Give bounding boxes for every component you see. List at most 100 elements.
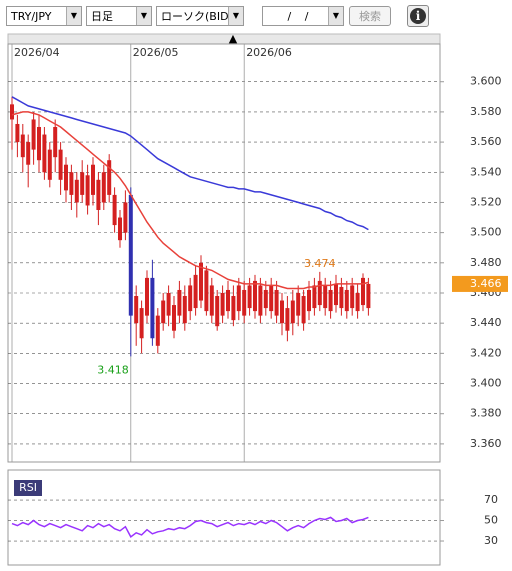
candle-body <box>134 296 139 324</box>
y-tick-label: 3.480 <box>470 256 502 269</box>
candle-body <box>220 292 225 316</box>
candle-body <box>296 292 301 316</box>
candle-body <box>236 285 241 312</box>
candle-body <box>15 123 20 143</box>
period-select[interactable]: 日足 ▼ <box>86 6 152 26</box>
y-tick-label: 70 <box>484 493 498 506</box>
candle-body <box>90 164 95 195</box>
candle-body <box>306 289 311 312</box>
y-tick-label: 3.580 <box>470 105 502 118</box>
info-button[interactable]: i <box>407 5 429 27</box>
dropdown-arrow: ▼ <box>328 7 343 25</box>
y-tick-label: 3.360 <box>470 437 502 450</box>
date: / / <box>287 10 309 23</box>
candle-body <box>198 262 203 301</box>
chart-kind-select[interactable]: ローソク(BID) ▼ <box>156 6 244 26</box>
dropdown-arrow: ▼ <box>66 7 81 25</box>
candle-body <box>215 296 220 327</box>
candle-body <box>279 300 284 324</box>
candle-body <box>47 149 52 180</box>
candle-body <box>69 172 74 195</box>
high-annotation: 3.474 <box>304 257 336 270</box>
candle-body <box>31 119 36 150</box>
candle-body <box>350 285 355 309</box>
candle-body <box>80 172 85 195</box>
candle-body <box>339 286 344 309</box>
candle-body <box>193 274 198 309</box>
candle-body <box>301 296 306 324</box>
search-label: 検索 <box>359 10 381 23</box>
candle-body <box>182 296 187 324</box>
candle-body <box>155 315 160 346</box>
info-icon: i <box>410 8 426 24</box>
candle-body <box>290 300 295 324</box>
candle-body <box>252 280 257 312</box>
y-tick-label: 3.500 <box>470 226 502 239</box>
y-tick-label: 3.380 <box>470 407 502 420</box>
candle-body <box>166 292 171 316</box>
candle-body <box>209 285 214 316</box>
panel-title-box <box>14 480 42 496</box>
candle-body <box>269 285 274 312</box>
line-series <box>11 96 369 231</box>
candle-body <box>96 179 101 210</box>
period: 日足 <box>91 10 113 23</box>
dropdown-arrow: ▼ <box>136 7 151 25</box>
symbol: TRY/JPY <box>11 10 52 23</box>
candle-body <box>258 285 263 316</box>
y-tick-label: 3.400 <box>470 377 502 390</box>
candle-body <box>263 289 268 309</box>
candle-body <box>204 270 209 312</box>
line-series <box>11 516 369 539</box>
candle-body <box>360 277 365 306</box>
x-tick-label: 2026/05 <box>133 46 179 59</box>
y-tick-label: 50 <box>484 514 498 527</box>
scroll-arrow: ▲ <box>229 32 238 45</box>
candle-body <box>242 289 247 316</box>
panel-title: RSI <box>19 481 37 494</box>
candle-body <box>74 179 79 203</box>
candle-body <box>20 134 25 158</box>
symbol-select[interactable]: TRY/JPY ▼ <box>6 6 82 26</box>
candle-body <box>188 285 193 312</box>
candle-body <box>107 160 112 195</box>
y-tick-label: 30 <box>484 534 498 547</box>
candle-body <box>101 172 106 203</box>
candle-body <box>177 289 182 316</box>
candle-body <box>285 308 290 331</box>
candle-body <box>85 175 90 206</box>
x-tick-label: 2026/04 <box>14 46 60 59</box>
candle-body <box>150 277 155 339</box>
y-tick-label: 3.540 <box>470 165 502 178</box>
candle-body <box>58 149 63 180</box>
dropdown-arrow: ▼ <box>228 7 243 25</box>
x-tick-label: 2026/06 <box>246 46 292 59</box>
candle-body <box>63 164 68 191</box>
candle-body <box>323 285 328 309</box>
line-series <box>11 111 369 290</box>
candle-body <box>128 194 133 316</box>
candle-body <box>366 283 371 309</box>
search-button[interactable]: 検索 <box>349 6 391 26</box>
candle-body <box>333 283 338 306</box>
candle-body <box>161 300 166 324</box>
candle-body <box>144 277 149 316</box>
scroll-bar[interactable] <box>7 33 441 45</box>
date-input[interactable]: / / ▼ <box>262 6 344 26</box>
candle-body <box>42 134 47 173</box>
candle-body <box>123 202 128 233</box>
candle-body <box>26 142 31 165</box>
candle-body <box>355 292 360 312</box>
candle-body <box>117 217 122 241</box>
candle-body <box>36 126 41 161</box>
candle-body <box>171 305 176 331</box>
candle-body <box>225 289 230 312</box>
candle-body <box>9 104 14 120</box>
candle-body <box>139 308 144 339</box>
y-tick-label: 3.600 <box>470 75 502 88</box>
last-price-box <box>452 275 508 292</box>
y-tick-label: 3.420 <box>470 346 502 359</box>
last-price-label: 3.466 <box>470 277 502 290</box>
